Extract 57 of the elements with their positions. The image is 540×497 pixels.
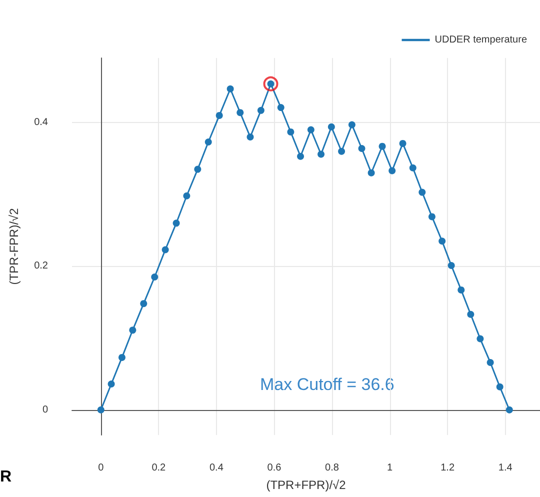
point (318, 150, 325, 158)
point (183, 192, 190, 200)
point (277, 104, 284, 112)
point (368, 169, 375, 176)
point (108, 380, 115, 388)
point (194, 166, 202, 173)
point (307, 126, 314, 134)
point (458, 286, 465, 294)
x-tick-label: 0 (98, 462, 104, 474)
point (226, 85, 234, 92)
point (399, 140, 406, 147)
point (496, 383, 504, 390)
x-tick-label: 1.2 (440, 462, 455, 474)
x-tick-label: 0.6 (267, 462, 282, 474)
y-tick-label: 0 (42, 404, 48, 416)
x-tick-label: 1 (386, 462, 393, 474)
text: R (0, 468, 12, 486)
x-tick-label: 0.8 (325, 462, 340, 474)
point (467, 310, 474, 318)
point (129, 326, 136, 334)
x-tick-label: 0.4 (209, 462, 224, 474)
point (328, 123, 335, 130)
x-axis-title: (TPR+FPR)/√2 (266, 478, 346, 492)
point (338, 148, 346, 155)
point (151, 274, 158, 281)
point (297, 152, 304, 160)
point (448, 262, 455, 270)
point (476, 335, 484, 342)
point (348, 121, 356, 128)
point (388, 167, 396, 174)
point (378, 142, 386, 150)
point (506, 406, 513, 414)
point (97, 406, 104, 414)
point (140, 300, 148, 308)
point (118, 354, 126, 361)
x-tick-label: 0.2 (152, 462, 166, 474)
y-tick-label: 0.4 (34, 117, 48, 128)
point (287, 128, 294, 136)
point (358, 144, 366, 152)
x-tick-label: 1.4 (498, 462, 513, 474)
point (162, 246, 169, 254)
point (257, 106, 264, 114)
point (418, 188, 426, 196)
point (204, 138, 212, 146)
annotation: Max Cutoff = 36.6 (260, 375, 394, 394)
y-tick-label: 0.2 (34, 260, 48, 272)
point (246, 133, 254, 140)
y-axis-title: (TPR-FPR)/√2 (7, 208, 21, 285)
point (428, 213, 436, 220)
point (438, 238, 446, 245)
point (236, 109, 244, 116)
point (409, 164, 416, 172)
point (216, 112, 223, 119)
point (263, 76, 278, 92)
legend-label: UDDER temperature (434, 34, 528, 46)
point (486, 358, 494, 366)
point (172, 220, 180, 227)
